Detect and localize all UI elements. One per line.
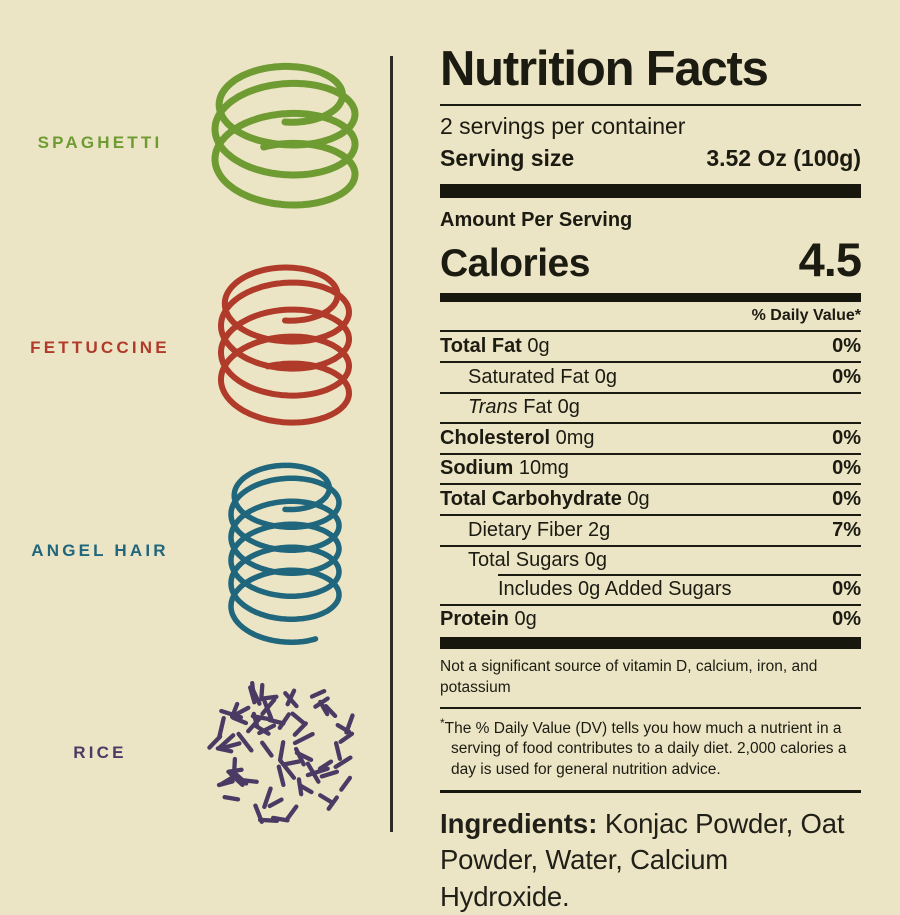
nutrient-daily-value: 0% xyxy=(832,487,861,510)
spaghetti-label: SPAGHETTI xyxy=(37,133,163,152)
nutrient-name: Total Carbohydrate 0g xyxy=(440,487,650,510)
spaghetti-coil-icon xyxy=(211,62,359,209)
calories-row: Calories 4.5 xyxy=(440,232,862,287)
nutrition-facts-title: Nutrition Facts xyxy=(440,43,861,107)
nutrition-facts-panel: Nutrition Facts 2 servings per container… xyxy=(440,43,862,915)
nutrient-daily-value: 0% xyxy=(832,426,861,449)
rice-label: RICE xyxy=(73,743,127,762)
fettuccine-label: FETTUCCINE xyxy=(30,338,170,357)
inset-rule xyxy=(498,574,861,577)
ingredients-label: Ingredients: xyxy=(440,808,598,840)
legend-row-fettuccine: FETTUCCINE xyxy=(0,252,390,444)
daily-value-footnote: *The % Daily Value (DV) tells you how mu… xyxy=(440,715,847,778)
bottom-separator-bar xyxy=(440,637,861,650)
nutrient-daily-value: 0% xyxy=(832,457,861,480)
nutrient-row: Total Carbohydrate 0g 0% xyxy=(440,483,861,514)
legend-row-angel-hair: ANGEL HAIR xyxy=(0,452,390,650)
nutrient-name: Dietary Fiber 2g xyxy=(468,518,611,541)
angel-hair-coil-icon xyxy=(228,462,342,645)
nutrient-daily-value: 0% xyxy=(832,608,861,631)
legend-label-box: RICE xyxy=(0,743,200,763)
nutrient-name: Cholesterol 0mg xyxy=(440,426,595,449)
amount-per-serving-label: Amount Per Serving xyxy=(440,209,633,232)
legend-row-rice: RICE xyxy=(0,658,390,848)
nutrient-row: Cholesterol 0mg 0% xyxy=(440,422,861,453)
nutrient-name: Sodium 10mg xyxy=(440,457,569,480)
nutrient-row: Dietary Fiber 2g 7% xyxy=(440,514,861,545)
divider-line xyxy=(390,56,393,832)
nutrient-daily-value: 0% xyxy=(832,577,861,600)
nutrient-row: Trans Fat 0g xyxy=(440,391,861,423)
thick-separator-bar xyxy=(440,184,861,199)
calories-value: 4.5 xyxy=(798,233,862,287)
ingredients-text: Ingredients: Konjac Powder, Oat Powder, … xyxy=(440,806,861,915)
nutrient-name: Saturated Fat 0g xyxy=(468,365,617,388)
footnote-asterisk: * xyxy=(440,715,445,730)
fettuccine-coil-icon xyxy=(217,264,353,426)
nutrient-row: Sodium 10mg 0% xyxy=(440,452,861,484)
nutrient-row: Protein 0g 0% xyxy=(440,603,861,635)
serving-size-value: 3.52 Oz (100g) xyxy=(706,145,861,172)
nutrient-rows: Total Fat 0g 0% Saturated Fat 0g 0% Trans Fa… xyxy=(440,330,861,634)
medium-separator-bar xyxy=(440,293,861,303)
rice-grains-icon xyxy=(207,680,355,824)
nutrient-row: Total Fat 0g 0% xyxy=(440,330,861,361)
legend-label-box: SPAGHETTI xyxy=(0,133,200,153)
nutrient-row: Includes 0g Added Sugars 0% xyxy=(440,574,861,604)
ingredients-rule xyxy=(440,790,861,794)
nutrient-name: Total Fat 0g xyxy=(440,334,550,357)
daily-value-header: % Daily Value* xyxy=(751,307,861,325)
footnote-rule xyxy=(440,706,861,709)
angel-hair-label: ANGEL HAIR xyxy=(31,541,169,560)
not-significant-note: Not a significant source of vitamin D, c… xyxy=(440,658,818,696)
pasta-legend: SPAGHETTI FETTUCCINE ANGEL HAIR RICE xyxy=(0,0,390,900)
nutrient-name: Trans Fat 0g xyxy=(468,396,580,419)
nutrient-row: Total Sugars 0g xyxy=(440,544,861,576)
legend-label-box: ANGEL HAIR xyxy=(0,541,200,561)
nutrient-row: Saturated Fat 0g 0% xyxy=(440,361,861,392)
nutrient-daily-value: 7% xyxy=(832,518,861,541)
calories-label: Calories xyxy=(440,242,590,286)
serving-size-label: Serving size xyxy=(440,145,575,172)
nutrient-name: Includes 0g Added Sugars xyxy=(498,577,732,600)
legend-label-box: FETTUCCINE xyxy=(0,338,200,358)
servings-per-container: 2 servings per container xyxy=(440,113,686,140)
serving-size-row: Serving size 3.52 Oz (100g) xyxy=(440,145,861,172)
nutrient-name: Total Sugars 0g xyxy=(468,549,607,572)
nutrient-daily-value: 0% xyxy=(832,334,861,357)
nutrient-name: Protein 0g xyxy=(440,608,537,631)
legend-row-spaghetti: SPAGHETTI xyxy=(0,48,390,238)
nutrient-daily-value: 0% xyxy=(832,365,861,388)
